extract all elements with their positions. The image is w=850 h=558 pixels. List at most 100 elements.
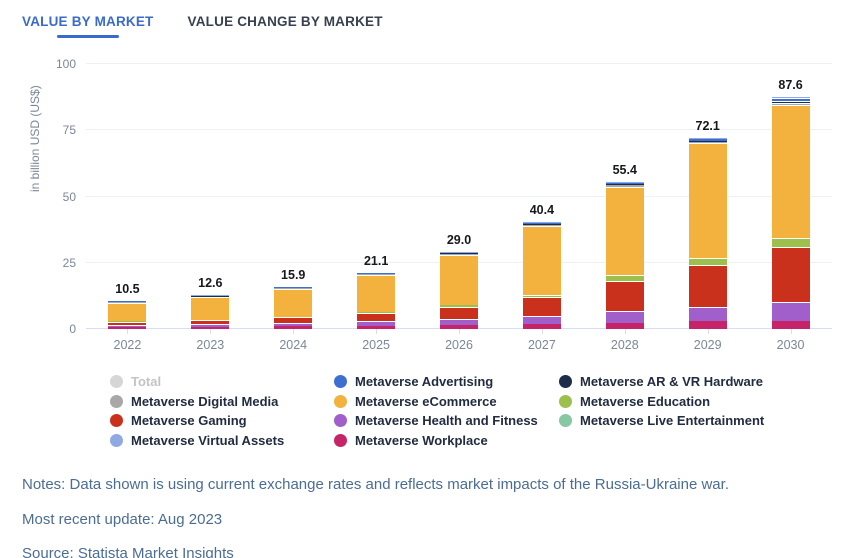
stacked-bar-2027[interactable] [522,222,561,329]
stacked-bar-2025[interactable] [357,272,396,329]
segment-metaverse-digital-media[interactable] [191,296,230,298]
segment-metaverse-gaming[interactable] [191,320,230,324]
segment-metaverse-ecommerce[interactable] [357,275,396,313]
legend-item-total[interactable]: Total [110,372,334,392]
stacked-bar-2024[interactable] [274,286,313,329]
segment-metaverse-ar-vr-hardware[interactable] [191,296,230,297]
segment-metaverse-gaming[interactable] [357,313,396,322]
segment-metaverse-ecommerce[interactable] [605,186,644,276]
segment-metaverse-ar-vr-hardware[interactable] [274,287,313,289]
segment-metaverse-health-and-fitness[interactable] [440,318,478,325]
segment-metaverse-workplace[interactable] [191,326,230,329]
segment-metaverse-education[interactable] [771,237,810,247]
segment-metaverse-ar-vr-hardware[interactable] [108,301,147,303]
segment-metaverse-ar-vr-hardware[interactable] [440,253,478,254]
stacked-bar-2030[interactable] [771,96,810,329]
segment-metaverse-ecommerce[interactable] [771,105,810,238]
segment-metaverse-health-and-fitness[interactable] [108,324,147,327]
segment-metaverse-virtual-assets[interactable] [605,182,644,183]
segment-metaverse-advertising[interactable] [605,182,644,185]
legend-item-metaverse-health-and-fitness[interactable]: Metaverse Health and Fitness [334,411,559,431]
segment-metaverse-workplace[interactable] [605,323,644,329]
segment-metaverse-virtual-assets[interactable] [108,300,147,302]
segment-metaverse-health-and-fitness[interactable] [522,315,561,324]
segment-metaverse-ecommerce[interactable] [522,225,561,295]
legend-item-metaverse-gaming[interactable]: Metaverse Gaming [110,411,334,431]
segment-metaverse-health-and-fitness[interactable] [191,323,230,327]
segment-metaverse-education[interactable] [357,312,396,314]
segment-metaverse-digital-media[interactable] [771,103,810,106]
segment-metaverse-health-and-fitness[interactable] [605,310,644,324]
segment-metaverse-virtual-assets[interactable] [191,295,230,296]
legend-item-metaverse-ecommerce[interactable]: Metaverse eCommerce [334,392,559,412]
segment-metaverse-workplace[interactable] [440,324,478,329]
segment-metaverse-workplace[interactable] [274,326,313,329]
segment-metaverse-education[interactable] [688,258,727,265]
segment-metaverse-virtual-assets[interactable] [771,96,810,98]
segment-metaverse-health-and-fitness[interactable] [357,321,396,326]
legend-item-metaverse-advertising[interactable]: Metaverse Advertising [334,372,559,392]
segment-metaverse-advertising[interactable] [522,222,561,224]
segment-metaverse-education[interactable] [274,316,313,318]
segment-metaverse-education[interactable] [605,275,644,281]
segment-metaverse-ecommerce[interactable] [108,302,147,322]
segment-metaverse-health-and-fitness[interactable] [688,306,727,322]
segment-metaverse-education[interactable] [191,319,230,321]
segment-metaverse-digital-media[interactable] [440,253,478,255]
segment-metaverse-gaming[interactable] [605,280,644,311]
segment-metaverse-digital-media[interactable] [605,185,644,187]
legend-item-metaverse-digital-media[interactable]: Metaverse Digital Media [110,392,334,412]
legend-item-metaverse-live-entertainment[interactable]: Metaverse Live Entertainment [559,411,764,431]
stacked-bar-2026[interactable] [440,252,478,329]
tab-value-change-by-market[interactable]: VALUE CHANGE BY MARKET [188,14,383,38]
segment-metaverse-advertising[interactable] [191,295,230,297]
segment-metaverse-workplace[interactable] [522,323,561,329]
segment-metaverse-workplace[interactable] [771,320,810,329]
legend-item-metaverse-workplace[interactable]: Metaverse Workplace [334,431,559,451]
segment-metaverse-virtual-assets[interactable] [357,272,396,274]
legend-item-metaverse-virtual-assets[interactable]: Metaverse Virtual Assets [110,431,334,451]
segment-metaverse-virtual-assets[interactable] [274,286,313,288]
segment-metaverse-virtual-assets[interactable] [688,138,727,140]
segment-metaverse-ar-vr-hardware[interactable] [522,223,561,225]
legend-item-metaverse-education[interactable]: Metaverse Education [559,392,764,412]
legend-item-metaverse-ar-vr-hardware[interactable]: Metaverse AR & VR Hardware [559,372,764,392]
segment-metaverse-ar-vr-hardware[interactable] [357,273,396,275]
segment-metaverse-virtual-assets[interactable] [522,222,561,223]
segment-metaverse-education[interactable] [440,305,478,308]
stacked-bar-2022[interactable] [108,300,147,329]
segment-metaverse-virtual-assets[interactable] [440,252,478,253]
segment-metaverse-advertising[interactable] [274,287,313,288]
tab-value-by-market[interactable]: VALUE BY MARKET [22,14,154,38]
segment-metaverse-ar-vr-hardware[interactable] [771,101,810,104]
segment-metaverse-ar-vr-hardware[interactable] [688,140,727,142]
segment-metaverse-advertising[interactable] [357,273,396,274]
segment-metaverse-gaming[interactable] [440,307,478,319]
segment-metaverse-advertising[interactable] [688,139,727,141]
stacked-bar-2023[interactable] [191,295,230,329]
segment-metaverse-health-and-fitness[interactable] [274,322,313,327]
segment-metaverse-digital-media[interactable] [688,141,727,144]
segment-metaverse-digital-media[interactable] [522,224,561,226]
segment-metaverse-gaming[interactable] [274,317,313,323]
segment-metaverse-gaming[interactable] [688,264,727,307]
segment-metaverse-education[interactable] [522,294,561,298]
segment-metaverse-workplace[interactable] [688,321,727,329]
segment-metaverse-ecommerce[interactable] [440,254,478,306]
segment-metaverse-advertising[interactable] [440,252,478,254]
segment-metaverse-workplace[interactable] [108,326,147,329]
segment-metaverse-education[interactable] [108,321,147,322]
stacked-bar-2029[interactable] [688,138,727,329]
segment-metaverse-advertising[interactable] [108,301,147,302]
segment-metaverse-gaming[interactable] [108,321,147,325]
stacked-bar-2028[interactable] [605,182,644,329]
segment-metaverse-advertising[interactable] [771,97,810,102]
segment-metaverse-ecommerce[interactable] [191,297,230,320]
segment-metaverse-gaming[interactable] [771,246,810,302]
segment-metaverse-workplace[interactable] [357,325,396,329]
segment-metaverse-health-and-fitness[interactable] [771,301,810,321]
segment-metaverse-digital-media[interactable] [274,288,313,289]
segment-metaverse-ecommerce[interactable] [274,288,313,317]
segment-metaverse-ecommerce[interactable] [688,143,727,259]
segment-metaverse-digital-media[interactable] [108,302,147,303]
